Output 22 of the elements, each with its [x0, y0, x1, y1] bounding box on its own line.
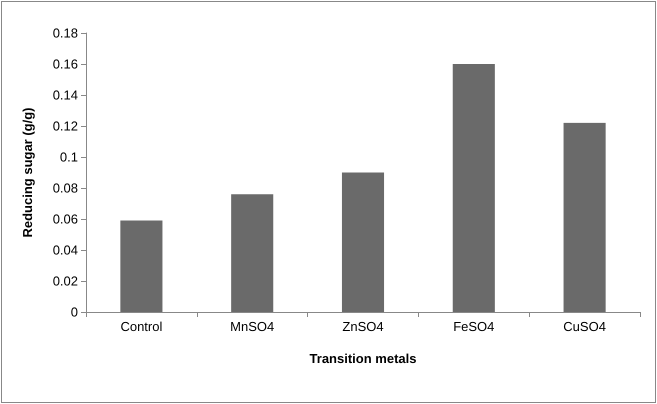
- y-tick-label: 0.16: [52, 56, 78, 72]
- y-tick-label: 0.18: [52, 26, 78, 40]
- x-tick-label: CuSO4: [563, 319, 606, 334]
- x-tick-label: ZnSO4: [342, 319, 384, 334]
- x-tick-label: MnSO4: [230, 319, 274, 334]
- x-axis-title: Transition metals: [310, 351, 416, 366]
- bar: [231, 194, 274, 312]
- bar: [120, 220, 162, 312]
- y-tick-label: 0.02: [52, 274, 78, 288]
- y-tick-label: 0.12: [52, 118, 78, 134]
- y-tick-label: 0.04: [52, 242, 78, 258]
- y-axis-title: Reducing sugar (g/g): [20, 108, 35, 238]
- y-tick-label: 0: [70, 304, 78, 320]
- y-tick-label: 0.06: [52, 212, 78, 226]
- y-tick-label: 0.08: [52, 180, 78, 196]
- y-tick-label: 0.14: [52, 88, 78, 102]
- bar: [564, 122, 606, 312]
- bar: [342, 172, 384, 312]
- bar: [452, 64, 495, 312]
- x-tick-label: Control: [120, 319, 162, 334]
- x-tick-label: FeSO4: [453, 319, 494, 334]
- y-tick-label: 0.1: [60, 150, 78, 164]
